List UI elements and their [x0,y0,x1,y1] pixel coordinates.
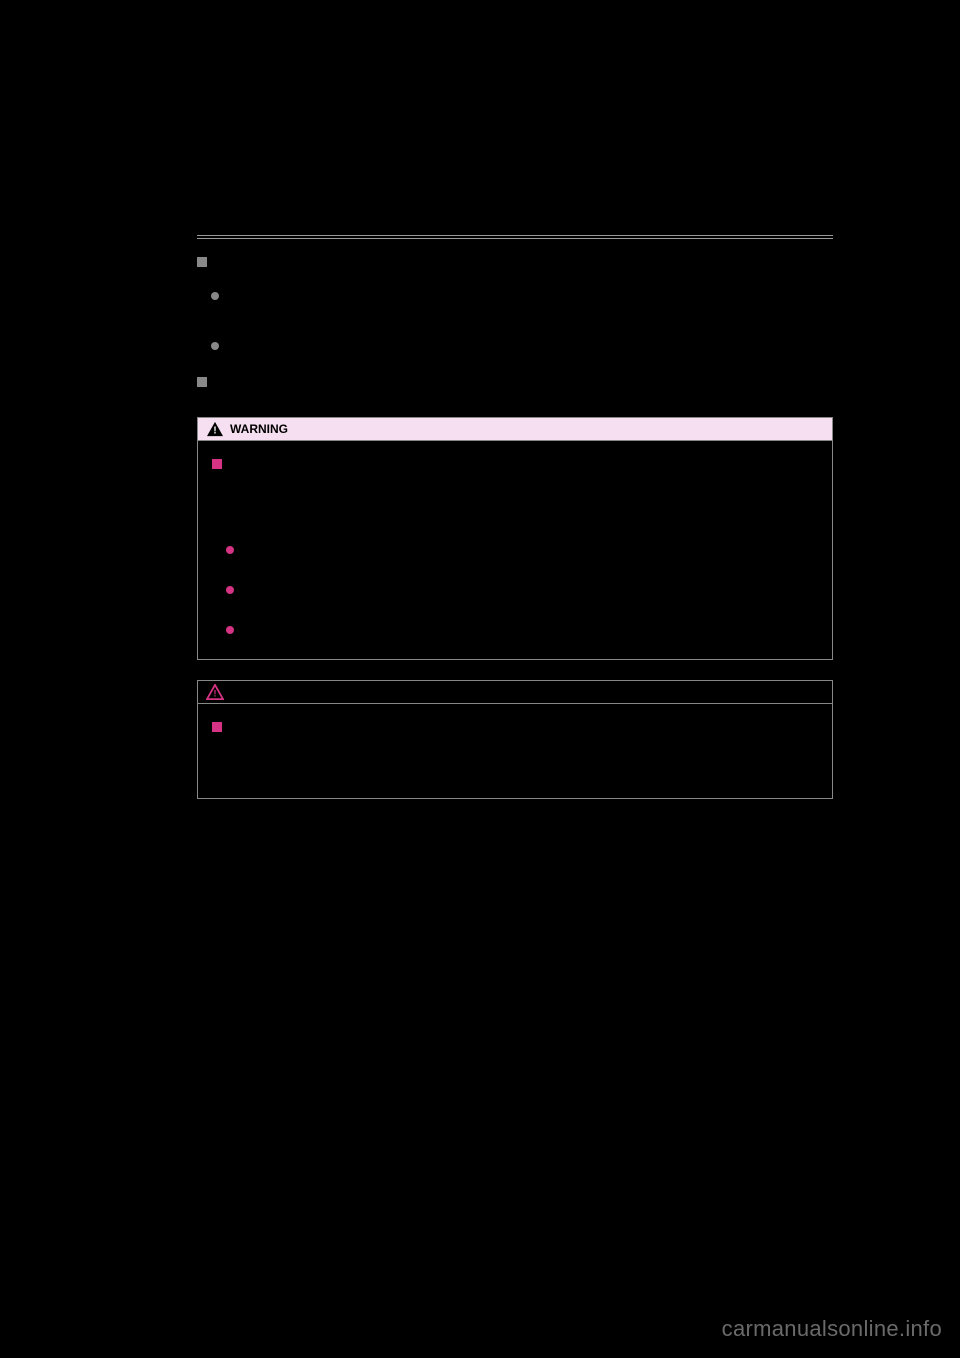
square-marker-magenta-icon [212,722,222,732]
page-content: ! WARNING ! [197,235,833,799]
svg-text:!: ! [213,425,216,436]
bullet-icon [211,292,219,300]
bullet-magenta-icon [226,626,234,634]
notice-body [198,704,832,798]
warning-bullet-item [212,621,818,639]
warning-triangle-icon: ! [206,421,224,437]
warning-bullet-item [212,581,818,599]
section-item [197,373,833,391]
warning-box: ! WARNING [197,417,833,660]
warning-label: WARNING [230,422,288,436]
notice-section-item [212,718,818,736]
warning-section-item [212,455,818,473]
svg-text:!: ! [214,688,217,698]
warning-body [198,441,832,659]
bullet-magenta-icon [226,546,234,554]
notice-triangle-icon: ! [206,684,224,700]
bullet-icon [211,342,219,350]
section-divider [197,235,833,239]
watermark-text: carmanualsonline.info [722,1316,942,1342]
square-marker-magenta-icon [212,459,222,469]
warning-bullet-item [212,541,818,559]
section-item [197,253,833,271]
notice-header: ! [198,681,832,704]
square-marker-icon [197,377,207,387]
square-marker-icon [197,257,207,267]
bullet-item [197,337,833,355]
warning-header: ! WARNING [198,418,832,441]
bullet-item [197,287,833,305]
notice-box: ! [197,680,833,799]
bullet-magenta-icon [226,586,234,594]
